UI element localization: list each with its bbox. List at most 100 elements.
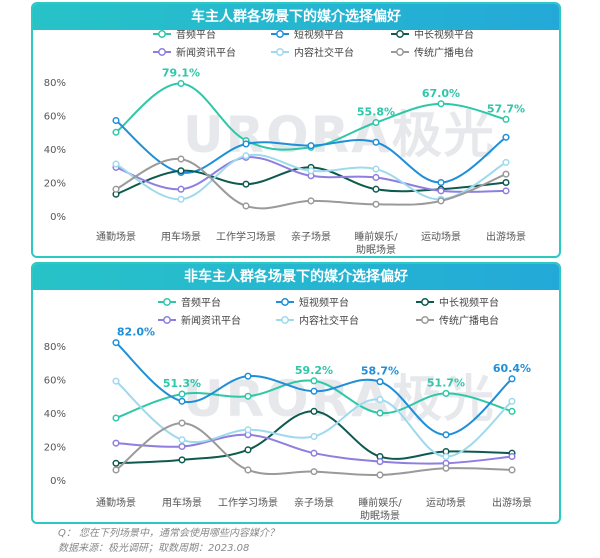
data-point <box>310 377 318 385</box>
legend-label: 中长视频平台 <box>439 296 499 309</box>
x-tick-label: 通勤场景 <box>96 496 136 509</box>
data-point <box>178 419 186 427</box>
x-tick-line: 出游场景 <box>486 230 526 243</box>
data-point <box>177 79 185 88</box>
legend-marker <box>276 30 284 38</box>
data-point <box>244 446 252 454</box>
data-point <box>242 202 250 210</box>
data-point <box>244 426 252 434</box>
data-label: 67.0% <box>422 87 460 100</box>
data-point <box>437 187 445 195</box>
data-point <box>307 142 315 150</box>
legend-item: 中长视频平台 <box>391 30 474 41</box>
data-point <box>372 200 380 208</box>
legend-marker <box>421 298 429 306</box>
x-tick-label: 运动场景 <box>421 230 461 243</box>
x-tick-line: 亲子场景 <box>291 230 331 243</box>
data-label: 82.0% <box>117 326 155 339</box>
data-point <box>372 138 380 146</box>
y-tick-label: 60% <box>44 376 66 387</box>
legend-marker <box>396 48 404 56</box>
data-label: 79.1% <box>162 67 200 80</box>
watermark-text: URORA极光 <box>183 106 496 164</box>
data-point <box>242 180 250 188</box>
series-line <box>115 422 513 477</box>
x-tick-label: 出游场景 <box>492 496 532 509</box>
chart-notes: Q： 您在下列场景中，通常会使用哪些内容媒介？ 数据来源：极光调研；取数周期：2… <box>58 526 279 556</box>
chart-title: 车主人群各场景下的媒介选择偏好 <box>33 4 559 30</box>
data-point <box>502 170 510 178</box>
data-point <box>177 185 185 193</box>
data-point <box>112 185 120 193</box>
x-tick-label: 睡前娱乐/助眠场景 <box>358 496 402 522</box>
data-point <box>376 378 384 386</box>
y-tick-label: 40% <box>44 145 66 156</box>
data-point <box>437 178 445 187</box>
x-tick-line: 通勤场景 <box>96 496 136 509</box>
data-point <box>442 389 450 397</box>
legend-marker <box>396 30 404 38</box>
legend-marker <box>281 298 289 306</box>
legend-item: 音频平台 <box>153 30 216 41</box>
legend-marker <box>163 298 171 306</box>
legend-marker <box>158 48 166 56</box>
data-label: 51.3% <box>163 377 201 390</box>
data-point <box>502 115 510 123</box>
y-tick-label: 40% <box>44 409 66 420</box>
x-tick-line: 运动场景 <box>421 230 461 243</box>
legend-item: 内容社交平台 <box>271 46 354 59</box>
data-point <box>502 158 510 166</box>
x-tick-line: 工作学习场景 <box>216 230 276 243</box>
y-tick-label: 20% <box>44 443 66 454</box>
legend-item: 传统广播电台 <box>391 46 474 59</box>
chart-title: 非车主人群各场景下的媒介选择偏好 <box>33 264 559 290</box>
data-point <box>244 466 252 474</box>
legend-label: 传统广播电台 <box>414 46 474 59</box>
data-point <box>502 187 510 195</box>
x-tick-line: 用车场景 <box>161 230 201 243</box>
data-point <box>437 100 445 108</box>
data-point <box>112 128 120 136</box>
y-tick-label: 80% <box>44 78 66 89</box>
x-tick-label: 工作学习场景 <box>216 230 276 243</box>
data-point <box>178 397 186 405</box>
x-tick-label: 亲子场景 <box>294 496 334 509</box>
data-point <box>178 390 186 398</box>
legend-item: 内容社交平台 <box>276 314 359 327</box>
data-point <box>178 442 186 451</box>
data-point <box>112 439 120 447</box>
chart-panel-non-owners: 非车主人群各场景下的媒介选择偏好 URORA极光 音频平台 短视频平台 中长视频平台新… <box>31 262 561 524</box>
data-point <box>310 432 318 440</box>
y-tick-label: 0% <box>50 212 66 223</box>
data-point <box>310 387 318 395</box>
data-point <box>177 195 185 203</box>
data-point <box>112 459 120 467</box>
data-point <box>242 152 250 160</box>
x-tick-line: 通勤场景 <box>96 230 136 243</box>
data-label: 59.2% <box>295 364 333 377</box>
x-tick-label: 通勤场景 <box>96 230 136 243</box>
chart-panel-owners: 车主人群各场景下的媒介选择偏好 URORA极光 音频平台 短视频平台 中长视频平台 新闻… <box>31 2 561 258</box>
x-tick-line: 睡前娱乐/ <box>358 496 402 509</box>
legend-item: 新闻资讯平台 <box>158 314 241 327</box>
data-point <box>242 140 250 148</box>
data-point <box>442 453 450 461</box>
x-tick-label: 运动场景 <box>426 496 466 509</box>
legend-label: 传统广播电台 <box>439 314 499 327</box>
legend-label: 中长视频平台 <box>414 30 474 41</box>
data-label: 60.4% <box>493 362 531 375</box>
data-label: 55.8% <box>357 106 395 119</box>
legend-marker <box>163 316 171 324</box>
legend-label: 音频平台 <box>181 296 221 309</box>
data-point <box>376 471 384 479</box>
x-tick-label: 用车场景 <box>162 496 202 509</box>
legend-item: 新闻资讯平台 <box>153 46 236 59</box>
x-tick-line: 助眠场景 <box>356 243 396 256</box>
data-label: 57.7% <box>487 102 525 115</box>
data-point <box>442 464 450 472</box>
data-point <box>244 392 252 400</box>
data-point <box>442 431 450 439</box>
data-point <box>372 173 380 182</box>
x-tick-line: 用车场景 <box>162 496 202 509</box>
